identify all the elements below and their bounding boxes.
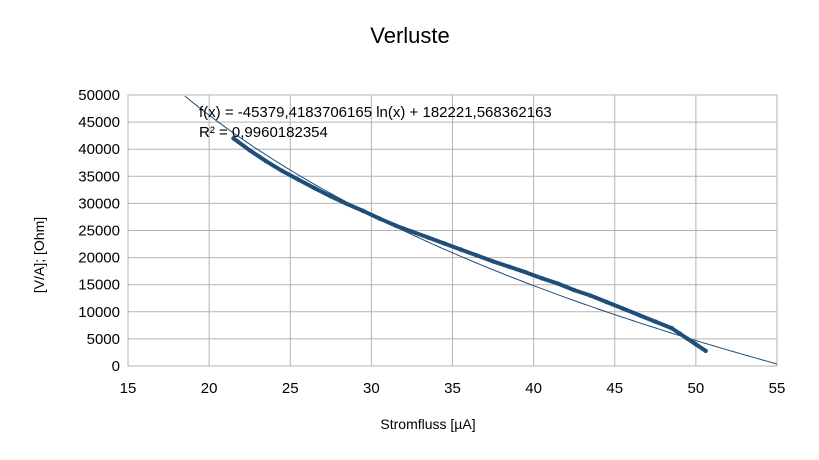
data-point <box>636 312 642 318</box>
x-tick-label: 25 <box>282 380 299 397</box>
data-point <box>653 319 658 324</box>
data-point <box>474 253 480 258</box>
data-point <box>361 208 366 214</box>
data-point <box>393 223 398 228</box>
trendline-equation: f(x) = -45379,4183706165 ln(x) + 182221,… <box>199 104 552 121</box>
y-axis-title: [V/A]; [Ohm] <box>31 217 47 293</box>
r-squared-label: R² = 0,9960182354 <box>199 124 328 141</box>
y-tick-label: 20000 <box>78 250 120 267</box>
y-tick-label: 50000 <box>78 87 120 104</box>
grid <box>127 94 778 367</box>
data-point <box>263 158 269 164</box>
data-point <box>425 235 431 240</box>
y-tick-label: 45000 <box>78 114 120 131</box>
y-tick-label: 15000 <box>78 277 120 294</box>
data-point <box>693 342 699 347</box>
data-point <box>539 275 544 281</box>
y-tick-label: 30000 <box>78 195 120 212</box>
data-point <box>555 281 561 286</box>
data-point <box>523 270 528 275</box>
data-point <box>620 306 626 311</box>
data-point <box>669 325 674 331</box>
data-point <box>377 216 382 221</box>
data-point <box>344 201 350 207</box>
x-tick-label: 50 <box>688 380 705 397</box>
y-tick-label: 0 <box>112 358 120 375</box>
data-point <box>677 331 682 336</box>
measured-line <box>231 136 708 353</box>
data-point <box>571 287 577 293</box>
data-point <box>703 348 708 354</box>
x-tick-label: 45 <box>606 380 623 397</box>
y-tick-label: 25000 <box>78 223 120 240</box>
data-point <box>296 177 301 182</box>
x-tick-label: 30 <box>363 380 380 397</box>
y-tick-label: 35000 <box>78 168 120 185</box>
data-point <box>490 259 496 264</box>
measured-series <box>231 136 708 354</box>
data-point <box>604 299 609 305</box>
chart-title: Verluste <box>370 23 450 48</box>
data-point <box>409 229 415 234</box>
x-tick-label: 35 <box>444 380 461 397</box>
x-tick-label: 15 <box>120 380 137 397</box>
x-axis-title: Stromfluss [µA] <box>380 416 475 432</box>
x-tick-label: 40 <box>525 380 542 397</box>
y-tick-label: 40000 <box>78 141 120 158</box>
data-point <box>685 336 690 342</box>
data-point <box>312 186 317 191</box>
data-point <box>279 168 285 174</box>
x-axis-ticks: 15 20 25 30 35 40 45 50 55 <box>120 380 786 397</box>
x-tick-label: 20 <box>201 380 218 397</box>
y-axis-ticks: 0 5000 10000 15000 20000 25000 30000 35000 40000… <box>78 87 120 375</box>
data-point <box>507 264 512 270</box>
data-point <box>458 247 463 252</box>
data-point <box>442 241 447 246</box>
data-point <box>231 136 236 141</box>
data-point <box>328 194 334 199</box>
y-tick-label: 10000 <box>78 304 120 321</box>
x-tick-label: 55 <box>769 380 786 397</box>
y-tick-label: 5000 <box>87 331 120 348</box>
data-point <box>247 148 252 153</box>
plot-area <box>127 94 778 367</box>
data-point <box>588 293 593 298</box>
